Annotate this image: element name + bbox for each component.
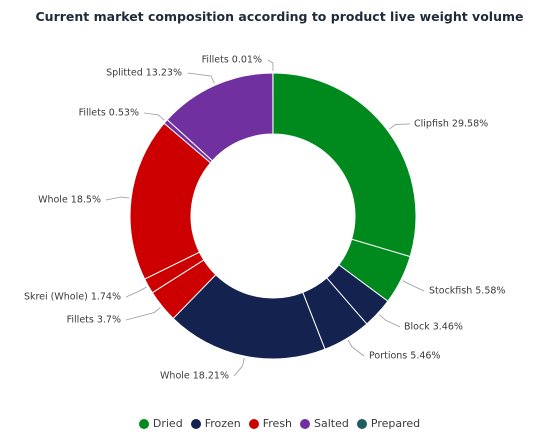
legend-item[interactable]: Frozen	[190, 417, 241, 430]
leader-line	[125, 307, 161, 321]
leader-line	[233, 358, 245, 377]
leader-line	[347, 339, 365, 357]
slice-label: Fillets 0.53%	[79, 108, 139, 119]
legend-label: Salted	[314, 417, 349, 430]
slice-labels: Clipfish 29.58% Stockfish 5.58% Block 3.46…	[24, 55, 506, 382]
slice-label: Clipfish 29.58%	[414, 119, 488, 130]
leader-line	[402, 280, 425, 292]
slice-label: Block 3.46%	[404, 322, 463, 333]
slice-label: Whole 18.5%	[38, 195, 101, 206]
legend-swatch	[190, 418, 201, 429]
legend-swatch	[300, 418, 311, 429]
slice-label: Skrei (Whole) 1.74%	[24, 292, 121, 303]
legend-item[interactable]: Dried	[138, 417, 183, 430]
legend-swatch	[138, 418, 149, 429]
legend-item[interactable]: Salted	[300, 417, 349, 430]
leader-line	[388, 123, 411, 130]
slice-label: Stockfish 5.58%	[429, 286, 505, 297]
legend-label: Fresh	[262, 417, 293, 430]
slice-label: Fillets 0.01%	[202, 55, 262, 66]
donut-slice[interactable]	[272, 72, 417, 258]
slices-layer	[129, 72, 417, 360]
leader-line	[105, 196, 130, 201]
leader-line	[267, 59, 274, 72]
legend-swatch	[248, 418, 259, 429]
legend-item[interactable]: Prepared	[356, 417, 421, 430]
legend: Dried Frozen Fresh Salted Prepared	[0, 417, 559, 430]
legend-swatch	[356, 418, 367, 429]
slice-label: Fillets 3.7%	[67, 315, 121, 326]
legend-label: Frozen	[204, 417, 241, 430]
leader-line	[125, 286, 147, 298]
slice-label: Whole 18.21%	[160, 371, 229, 382]
leader-lines	[105, 59, 425, 377]
leader-line	[379, 314, 401, 328]
slice-label: Splitted 13.23%	[106, 68, 182, 79]
slice-label: Portions 5.46%	[369, 351, 440, 362]
legend-label: Prepared	[370, 417, 421, 430]
leader-line	[143, 112, 165, 121]
legend-label: Dried	[152, 417, 183, 430]
legend-item[interactable]: Fresh	[248, 417, 293, 430]
chart-title: Current market composition according to …	[35, 9, 524, 24]
leader-line	[187, 72, 215, 84]
donut-chart: Clipfish 29.58% Stockfish 5.58% Block 3.46…	[24, 55, 506, 382]
